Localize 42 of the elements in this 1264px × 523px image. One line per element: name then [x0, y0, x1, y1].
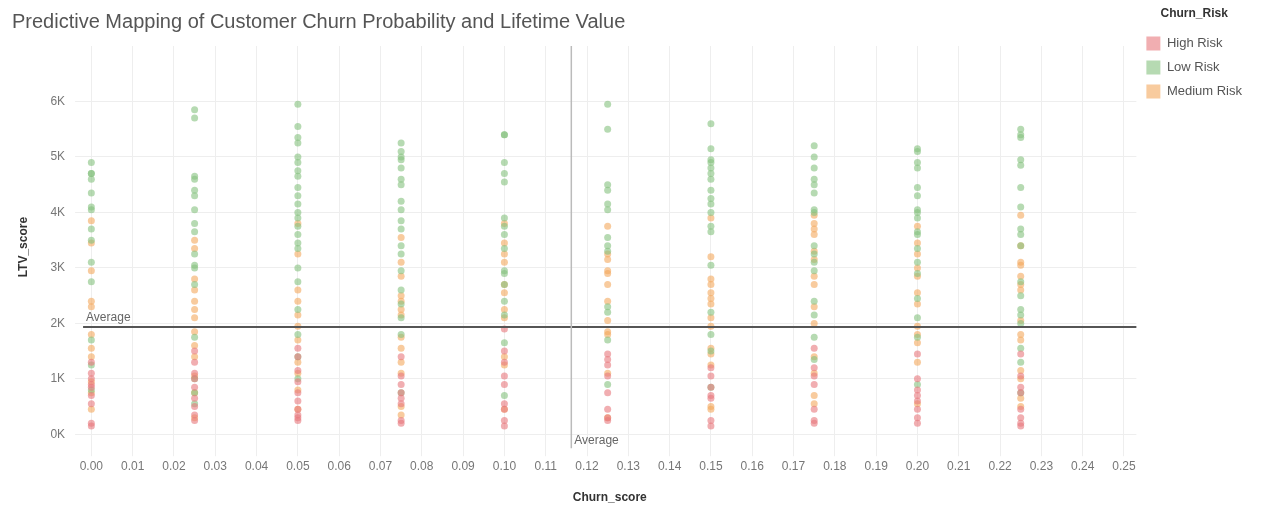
x-tick-label: 0.16: [740, 458, 765, 473]
x-tick-label: 0.07: [368, 458, 393, 473]
x-tick-label: 0.22: [988, 458, 1013, 473]
y-tick-label: 1K: [50, 371, 66, 386]
y-axis-title: LTV_score: [15, 216, 30, 278]
x-tick-label: 0.25: [1112, 458, 1136, 473]
x-tick-label: 0.24: [1071, 458, 1095, 473]
chart-title: Predictive Mapping of Customer Churn Probability and Lifetime Value: [12, 9, 626, 32]
x-tick-label: 0.11: [534, 458, 558, 473]
x-tick-label: 0.03: [203, 458, 228, 473]
x-tick-label: 0.10: [492, 458, 517, 473]
x-tick-label: 0.15: [699, 458, 723, 473]
x-tick-label: 0.04: [244, 458, 269, 473]
ref-line-label: Average: [86, 310, 131, 325]
x-tick-label: 0.21: [947, 458, 971, 473]
legend-label: Medium Risk: [1166, 82, 1243, 98]
x-tick-label: 0.23: [1029, 458, 1054, 473]
x-tick-label: 0.08: [410, 458, 434, 473]
y-tick-label: 0K: [50, 426, 66, 441]
y-tick-label: 3K: [50, 260, 66, 275]
x-tick-label: 0.17: [781, 458, 806, 473]
legend-title: Churn_Risk: [1160, 6, 1229, 21]
legend-label: High Risk: [1166, 34, 1223, 50]
x-tick-label: 0.20: [905, 458, 930, 473]
x-tick-label: 0.19: [864, 458, 889, 473]
x-tick-label: 0.18: [823, 458, 847, 473]
y-tick-label: 5K: [50, 149, 66, 164]
x-tick-label: 0.13: [616, 458, 641, 473]
y-tick-label: 2K: [50, 315, 66, 330]
x-tick-label: 0.06: [327, 458, 352, 473]
x-tick-label: 0.14: [657, 458, 682, 473]
ref-line-label: Average: [574, 432, 620, 447]
x-tick-label: 0.05: [286, 458, 310, 473]
x-axis-title: Churn_score: [572, 490, 648, 505]
x-tick-label: 0.09: [451, 458, 476, 473]
x-tick-label: 0.02: [162, 458, 186, 473]
y-tick-label: 4K: [50, 204, 66, 219]
y-tick-label: 6K: [50, 93, 66, 108]
x-tick-label: 0.01: [120, 458, 145, 473]
x-tick-label: 0.12: [575, 458, 600, 473]
legend-label: Low Risk: [1166, 58, 1221, 74]
x-tick-label: 0.00: [79, 458, 104, 473]
